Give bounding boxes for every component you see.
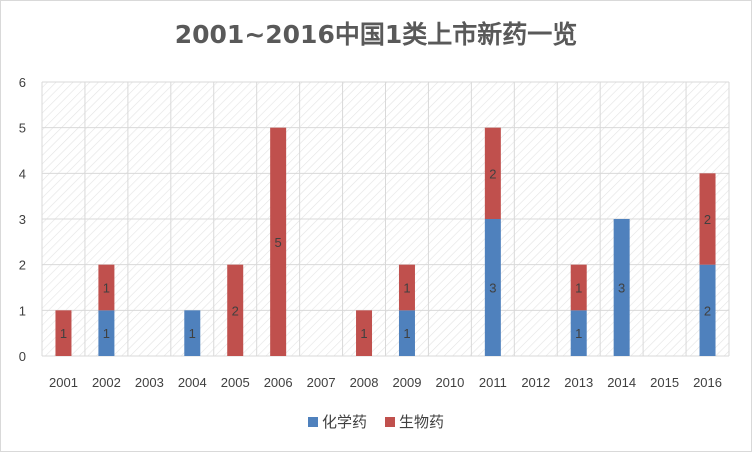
data-label: 5 (275, 235, 282, 250)
y-tick-label: 0 (19, 349, 26, 364)
bar-segment (184, 310, 201, 356)
legend-swatch (385, 416, 395, 427)
x-tick-label: 2014 (607, 375, 636, 390)
x-tick-label: 2010 (435, 375, 464, 390)
y-tick-label: 5 (19, 121, 26, 136)
x-tick-label: 2013 (564, 375, 593, 390)
legend-label: 生物药 (399, 413, 445, 431)
legend-swatch (307, 416, 318, 427)
plot-area: 0 1 2 3 4 5 6 2001 2002 2003 2004 2005 2006 2007 2008 2… (19, 75, 730, 390)
x-tick-label: 2008 (350, 375, 379, 390)
data-label: 1 (575, 281, 582, 296)
data-label: 1 (360, 326, 367, 341)
x-tick-label: 2003 (135, 375, 164, 390)
y-tick-label: 1 (19, 303, 26, 318)
bar-segment (98, 310, 115, 356)
data-label: 1 (403, 281, 410, 296)
legend-item: 生物药 (385, 411, 444, 432)
data-label: 3 (489, 281, 496, 296)
data-label: 2 (704, 303, 711, 318)
bar-segment (398, 310, 415, 356)
x-tick-label: 2011 (479, 375, 507, 390)
bar-segment (270, 127, 287, 357)
data-label: 1 (103, 281, 110, 296)
data-label: 1 (189, 326, 196, 341)
data-label: 2 (232, 303, 239, 318)
bar-segment (398, 264, 415, 311)
bar-segment (356, 310, 373, 356)
data-label: 2 (489, 166, 496, 181)
bar-segment (570, 310, 587, 356)
data-label: 1 (575, 326, 582, 341)
chart-title: 2001~2016中国1类上市新药一览 (174, 20, 578, 49)
bar-segment (227, 264, 244, 356)
y-tick-label: 2 (19, 258, 26, 273)
bar-segment (98, 264, 115, 311)
y-tick-label: 6 (19, 75, 26, 90)
x-tick-label: 2015 (650, 375, 679, 390)
bar-segment (484, 219, 501, 356)
data-label: 1 (403, 326, 410, 341)
legend: 化学药 生物药 (1, 411, 751, 432)
bar-segment (570, 264, 587, 311)
x-tick-label: 2001 (49, 375, 78, 390)
y-tick-label: 3 (19, 212, 26, 227)
y-tick-label: 4 (19, 166, 26, 181)
bar-segment (699, 264, 716, 356)
bar-segment (699, 173, 716, 265)
data-label: 3 (618, 281, 625, 296)
x-tick-label: 2007 (307, 375, 336, 390)
x-tick-label: 2004 (178, 375, 207, 390)
data-label: 2 (704, 212, 711, 227)
legend-label: 化学药 (321, 413, 367, 431)
x-tick-label: 2009 (393, 375, 422, 390)
data-label: 1 (103, 326, 110, 341)
bar-segment (55, 310, 72, 356)
x-tick-label: 2012 (521, 375, 550, 390)
x-tick-label: 2006 (264, 375, 293, 390)
legend-item: 化学药 (307, 411, 367, 432)
x-tick-label: 2005 (221, 375, 250, 390)
bar-segment (484, 127, 501, 219)
bar-segment (613, 219, 630, 356)
data-label: 1 (60, 326, 67, 341)
x-tick-label: 2016 (693, 375, 722, 390)
x-tick-label: 2002 (92, 375, 121, 390)
